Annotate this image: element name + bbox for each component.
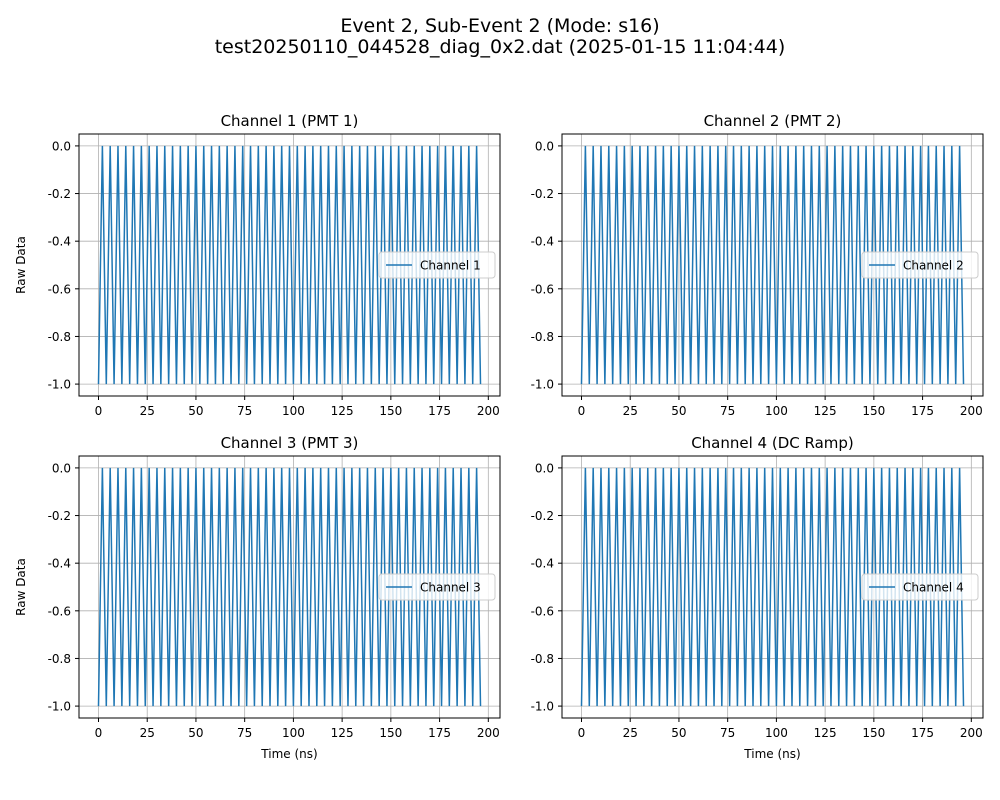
x-tick-label: 100 (282, 726, 305, 740)
x-tick-label: 100 (765, 404, 788, 418)
y-tick-label: 0.0 (535, 139, 554, 153)
figure-subtitle: test20250110_044528_diag_0x2.dat (2025-0… (215, 36, 786, 58)
y-tick-label: 0.0 (52, 461, 71, 475)
x-tick-label: 150 (379, 726, 402, 740)
y-tick-label: 0.0 (535, 461, 554, 475)
y-tick-label: -0.2 (531, 509, 554, 523)
x-tick-label: 200 (477, 404, 500, 418)
x-tick-label: 150 (379, 404, 402, 418)
x-tick-label: 200 (477, 726, 500, 740)
legend: Channel 1 (378, 251, 496, 279)
x-tick-label: 125 (331, 404, 354, 418)
x-tick-label: 175 (911, 726, 934, 740)
figure-title: Event 2, Sub-Event 2 (Mode: s16) (340, 15, 659, 37)
legend-box (378, 251, 496, 279)
y-tick-label: -0.6 (531, 282, 554, 296)
chart-title: Channel 1 (PMT 1) (221, 112, 359, 130)
legend: Channel 3 (378, 573, 496, 601)
y-tick-label: -1.0 (48, 700, 71, 714)
legend-box (861, 251, 979, 279)
x-tick-label: 200 (960, 404, 983, 418)
x-tick-label: 75 (720, 404, 735, 418)
x-tick-label: 75 (237, 404, 252, 418)
x-tick-label: 50 (188, 404, 203, 418)
y-tick-label: -0.4 (48, 557, 71, 571)
chart-panel-2: 0 25 50 75 100 125 150 175 200 -1.0 -0.8 -0.6 -0.4 -0… (531, 112, 984, 418)
legend-box (378, 573, 496, 601)
x-tick-label: 100 (282, 404, 305, 418)
y-tick-label: -0.8 (531, 652, 554, 666)
y-tick-label: -0.6 (48, 604, 71, 618)
chart-panel-1: 0 25 50 75 100 125 150 175 200 -1.0 -0.8 -0.6 -0.4 -0… (14, 112, 501, 418)
x-tick-label: 25 (140, 726, 155, 740)
chart-panel-4: 0 25 50 75 100 125 150 175 200 -1.0 -0.8 -0.6 -0.4 -0… (531, 434, 984, 761)
x-axis-label: Time (ns) (260, 747, 317, 761)
chart-title: Channel 2 (PMT 2) (704, 112, 842, 130)
y-tick-label: -0.6 (531, 604, 554, 618)
y-tick-label: -0.8 (531, 330, 554, 344)
x-tick-label: 0 (95, 404, 103, 418)
x-tick-label: 0 (578, 404, 586, 418)
legend-box (861, 573, 979, 601)
y-tick-label: -0.4 (48, 235, 71, 249)
x-axis-label: Time (ns) (743, 747, 800, 761)
chart-panel-3: 0 25 50 75 100 125 150 175 200 -1.0 -0.8 -0.6 -0.4 -0… (14, 434, 501, 761)
legend-label: Channel 1 (420, 259, 481, 273)
axes-frame (78, 133, 501, 397)
x-tick-label: 175 (428, 726, 451, 740)
axes-frame (78, 455, 501, 719)
legend: Channel 4 (861, 573, 979, 601)
y-tick-label: -0.4 (531, 235, 554, 249)
y-tick-label: -0.8 (48, 652, 71, 666)
y-tick-label: -1.0 (531, 378, 554, 392)
x-tick-label: 125 (814, 404, 837, 418)
x-tick-label: 75 (237, 726, 252, 740)
legend-label: Channel 3 (420, 581, 481, 595)
x-tick-label: 125 (331, 726, 354, 740)
series-line-channel-4 (580, 467, 965, 707)
legend-label: Channel 4 (903, 581, 964, 595)
y-tick-label: -1.0 (48, 378, 71, 392)
x-tick-label: 0 (95, 726, 103, 740)
x-tick-label: 25 (140, 404, 155, 418)
y-tick-label: -0.4 (531, 557, 554, 571)
series-line-channel-3 (97, 467, 482, 707)
y-axis-label: Raw Data (14, 558, 28, 616)
x-tick-label: 175 (911, 404, 934, 418)
x-tick-label: 25 (623, 726, 638, 740)
x-tick-label: 75 (720, 726, 735, 740)
x-tick-label: 175 (428, 404, 451, 418)
x-tick-label: 100 (765, 726, 788, 740)
x-tick-label: 150 (862, 404, 885, 418)
x-tick-label: 125 (814, 726, 837, 740)
series-line-channel-1 (97, 145, 482, 385)
y-tick-label: -0.2 (531, 187, 554, 201)
legend-label: Channel 2 (903, 259, 964, 273)
x-tick-label: 200 (960, 726, 983, 740)
axes-frame (561, 133, 984, 397)
chart-title: Channel 3 (PMT 3) (221, 434, 359, 452)
x-tick-label: 25 (623, 404, 638, 418)
axes-frame (561, 455, 984, 719)
y-tick-label: -0.8 (48, 330, 71, 344)
x-tick-label: 150 (862, 726, 885, 740)
x-tick-label: 50 (188, 726, 203, 740)
x-tick-label: 50 (671, 404, 686, 418)
y-tick-label: -1.0 (531, 700, 554, 714)
y-tick-label: -0.2 (48, 509, 71, 523)
y-axis-label: Raw Data (14, 236, 28, 294)
chart-title: Channel 4 (DC Ramp) (691, 434, 854, 452)
series-line-channel-2 (580, 145, 965, 385)
y-tick-label: -0.6 (48, 282, 71, 296)
y-tick-label: 0.0 (52, 139, 71, 153)
x-tick-label: 50 (671, 726, 686, 740)
x-tick-label: 0 (578, 726, 586, 740)
y-tick-label: -0.2 (48, 187, 71, 201)
legend: Channel 2 (861, 251, 979, 279)
